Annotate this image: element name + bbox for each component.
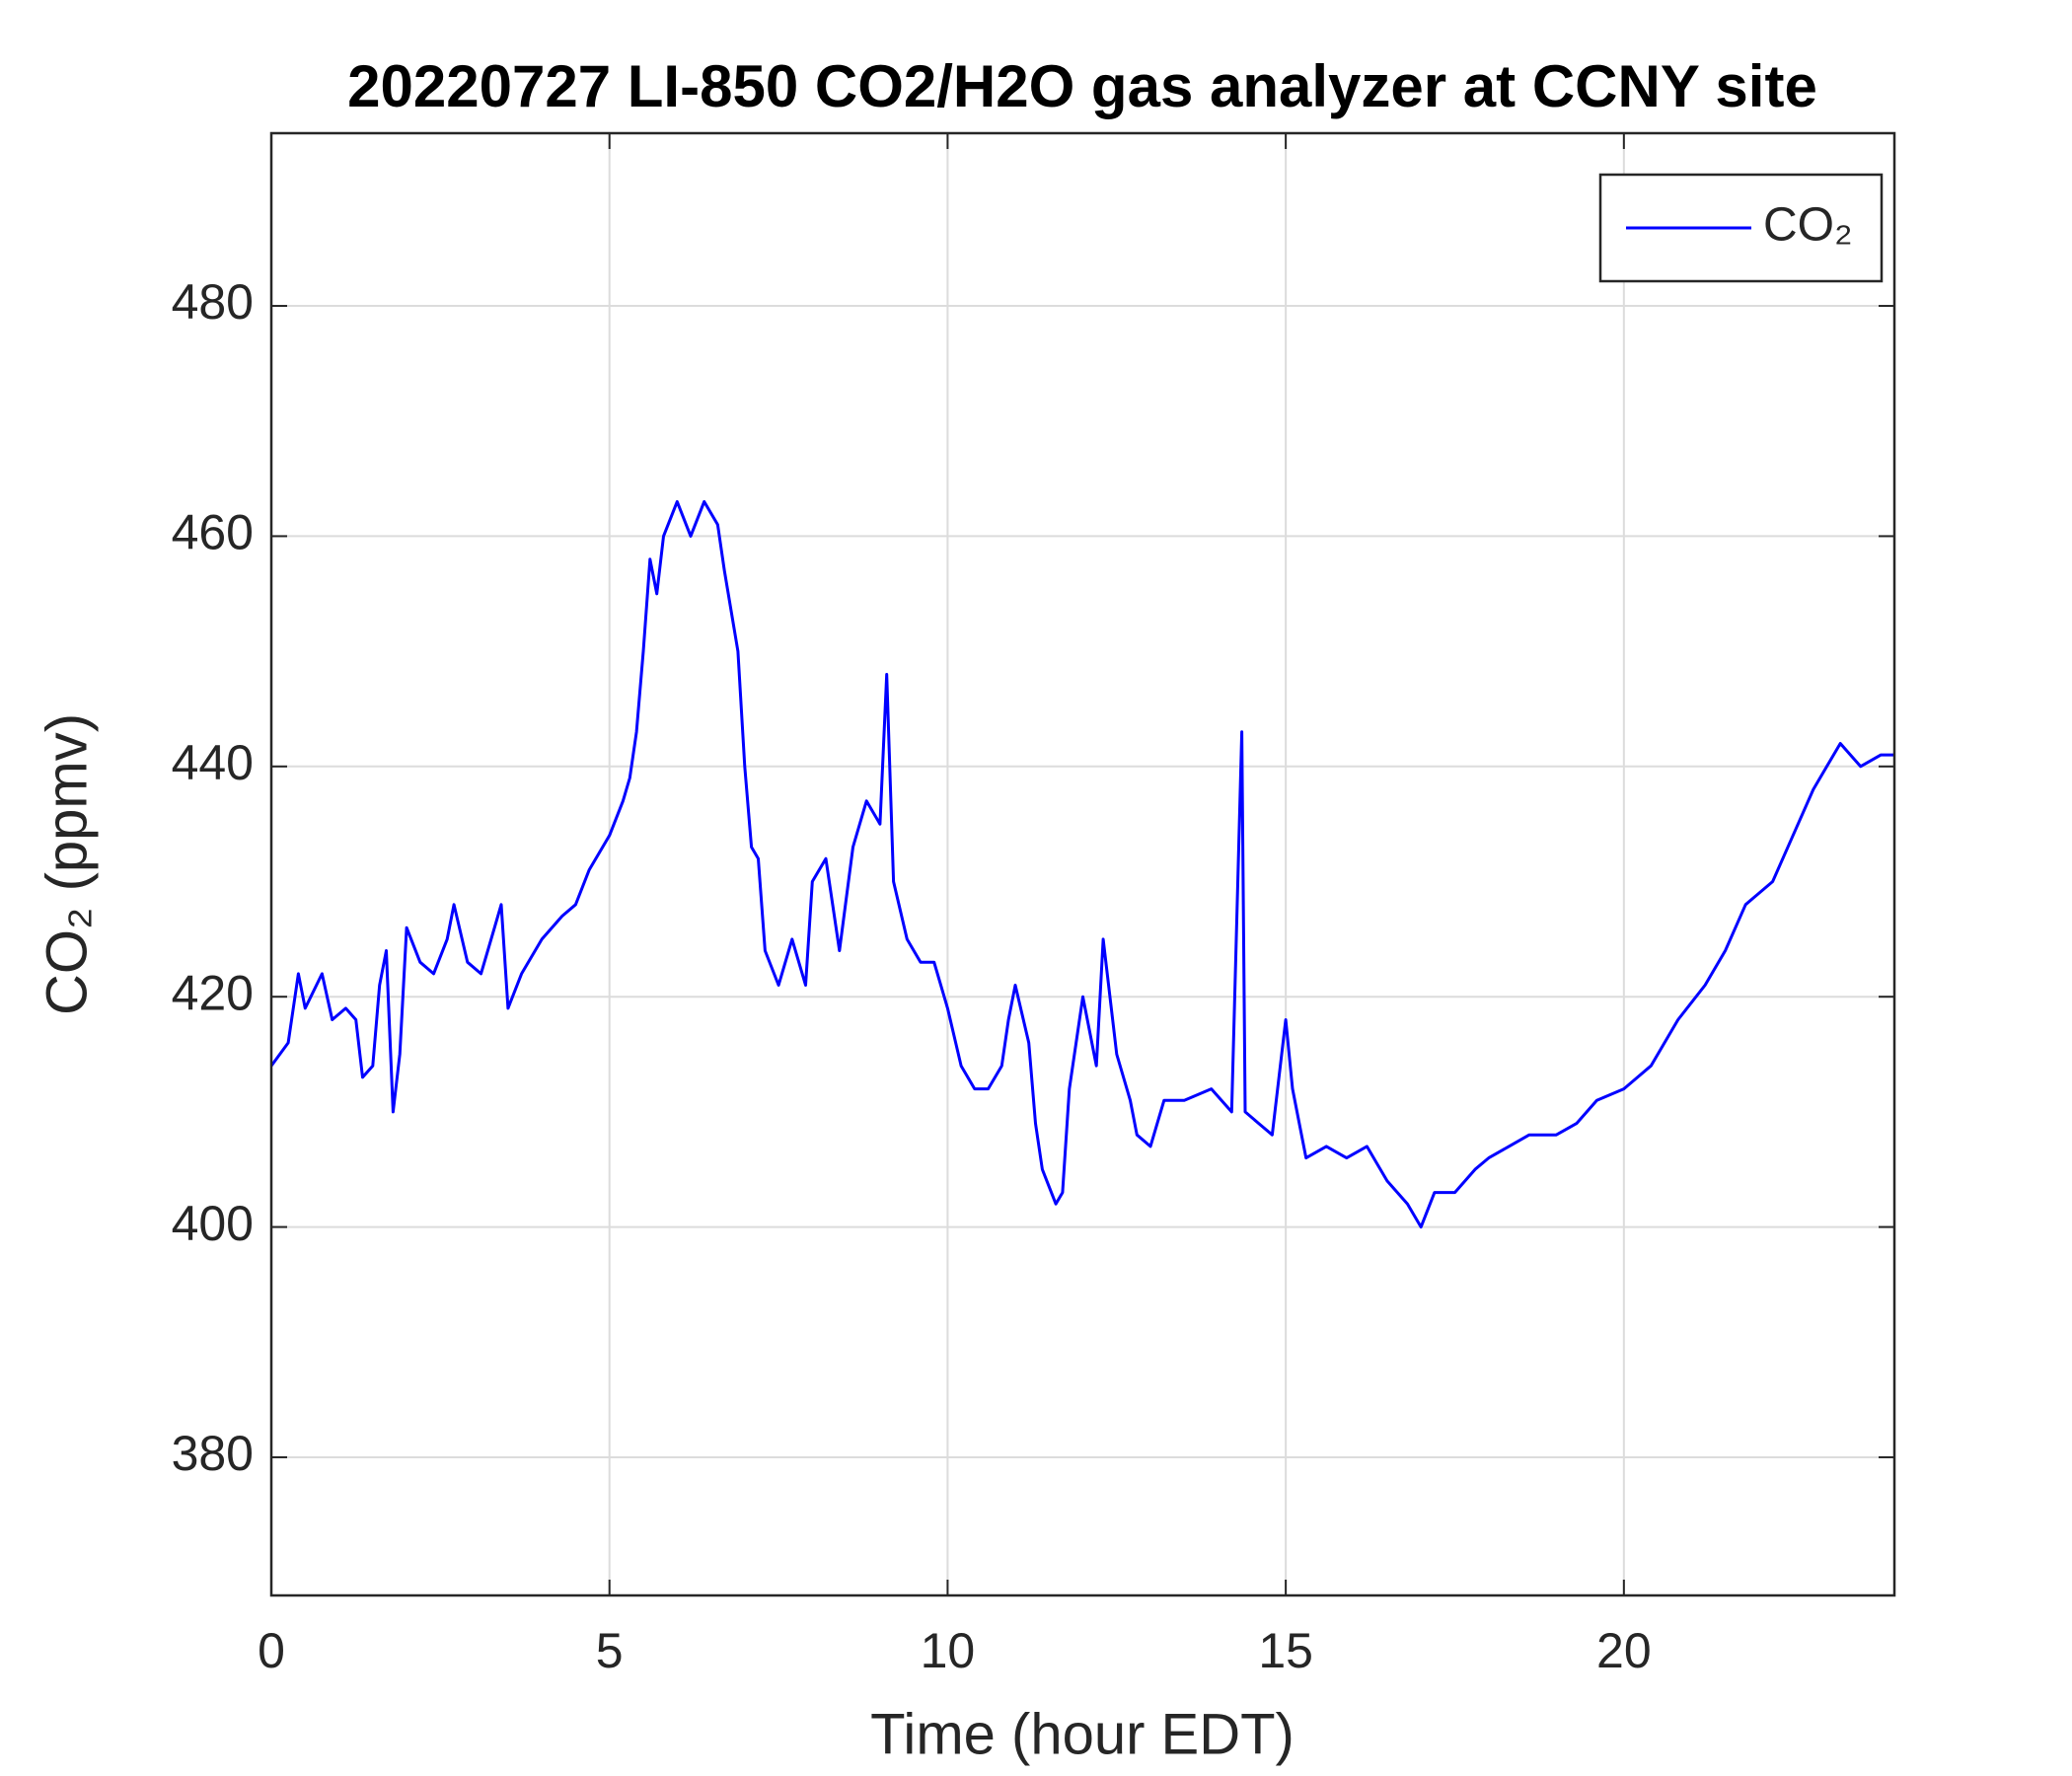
x-axis-label: Time (hour EDT) (870, 1702, 1295, 1766)
x-tick-label: 10 (921, 1623, 976, 1678)
x-tick-label: 5 (596, 1623, 624, 1678)
axes-frame (269, 131, 1896, 1597)
y-tick-label: 420 (172, 965, 254, 1020)
chart-title: 20220727 LI-850 CO2/H2O gas analyzer at … (347, 53, 1817, 119)
x-tick-label: 0 (258, 1623, 285, 1678)
x-tick-label: 20 (1596, 1623, 1652, 1678)
legend-label: CO₂ (1763, 199, 1853, 252)
data-line (269, 499, 1894, 1229)
x-tick-label: 15 (1258, 1623, 1313, 1678)
y-tick-label: 400 (172, 1196, 254, 1251)
y-tick-label: 440 (172, 735, 254, 790)
y-tick-label: 480 (172, 274, 254, 330)
y-tick-label: 380 (172, 1426, 254, 1481)
y-axis-label: CO₂ (ppmv) (35, 713, 99, 1015)
y-tick-label: 460 (172, 505, 254, 560)
